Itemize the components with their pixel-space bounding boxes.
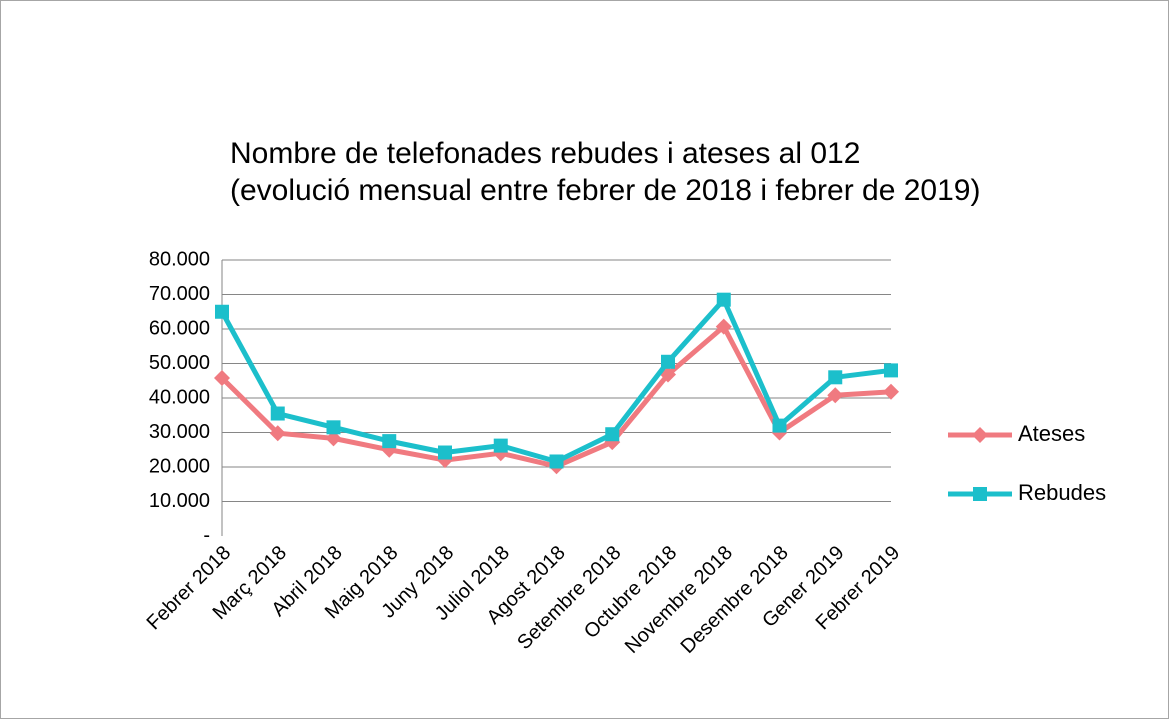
- y-tick-label: 70.000: [149, 283, 210, 305]
- data-point: [438, 445, 452, 460]
- data-point: [493, 438, 508, 453]
- data-point: [883, 383, 899, 400]
- data-point: [715, 318, 732, 335]
- data-point: [382, 434, 397, 449]
- y-tick-label: 40.000: [149, 386, 210, 408]
- y-tick-label: -: [203, 524, 210, 546]
- y-tick-label: 60.000: [149, 317, 210, 339]
- data-point: [827, 387, 844, 404]
- y-tick-label: 20.000: [149, 455, 210, 477]
- legend-label: Rebudes: [1018, 480, 1106, 505]
- data-point: [772, 418, 787, 433]
- y-tick-label: 10.000: [149, 490, 210, 512]
- data-point: [549, 454, 564, 469]
- legend-marker: [972, 427, 988, 443]
- data-point: [325, 430, 342, 447]
- data-point: [716, 292, 731, 307]
- data-point: [214, 369, 230, 386]
- y-tick-label: 80.000: [149, 248, 210, 270]
- data-point: [605, 427, 620, 442]
- data-point: [828, 370, 843, 385]
- legend-marker: [973, 487, 987, 501]
- data-point: [270, 406, 285, 421]
- data-point: [215, 304, 229, 319]
- chart-title: Nombre de telefonades rebudes i ateses a…: [230, 137, 860, 170]
- data-point: [269, 425, 286, 442]
- data-point: [661, 354, 675, 369]
- chart-title: (evolució mensual entre febrer de 2018 i…: [230, 174, 980, 207]
- y-tick-label: 50.000: [149, 352, 210, 374]
- y-tick-label: 30.000: [149, 421, 210, 443]
- data-point: [884, 363, 898, 378]
- data-point: [326, 420, 341, 435]
- legend-label: Ateses: [1018, 421, 1085, 446]
